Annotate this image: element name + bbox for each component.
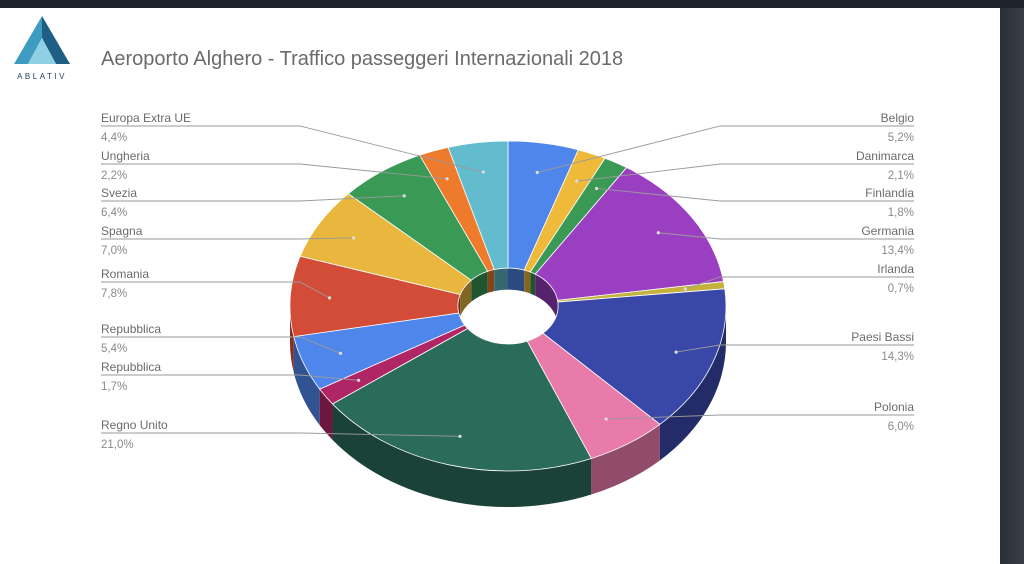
leader-line-finlandia-2 <box>596 188 914 202</box>
slice-label-paesi-bassi-5: Paesi Bassi <box>851 330 914 344</box>
slice-label-finlandia-2: Finlandia <box>865 186 914 200</box>
leader-line-regno-unito-7 <box>101 432 461 437</box>
slice-value-label-europa-extra-ue-14: 4,4% <box>101 132 127 144</box>
slice-value-label-ungheria-13: 2,2% <box>101 170 127 182</box>
slice-label-irlanda-4: Irlanda <box>877 262 914 276</box>
leader-line-irlanda-4 <box>685 276 914 290</box>
slice-value-label-belgio-0: 5,2% <box>888 132 914 144</box>
leader-dot-finlandia-2 <box>594 186 599 191</box>
leader-line-germania-3 <box>658 232 914 240</box>
slice-label-romania-10: Romania <box>101 267 149 281</box>
slice-inner-wall-danimarca-1 <box>524 270 531 294</box>
leader-dot-germania-3 <box>656 231 660 235</box>
slice-inner-wall-europa-extra-ue-14 <box>494 268 508 292</box>
logo-mark-icon <box>14 16 70 64</box>
slice-europa-extra-ue-14 <box>447 140 509 270</box>
leader-line-spagna-11 <box>101 237 354 240</box>
slice-label-spagna-11: Spagna <box>101 224 143 238</box>
slice-value-label-polonia-6: 6,0% <box>888 421 914 433</box>
leader-dot-polonia-6 <box>604 417 608 421</box>
slice-germania-3 <box>534 167 725 301</box>
slice-label-repubblica-8: Repubblica <box>101 360 161 374</box>
slice-label-germania-3: Germania <box>861 224 914 238</box>
slice-value-label-romania-10: 7,8% <box>101 288 127 300</box>
leader-dot-danimarca-1 <box>575 179 579 183</box>
slice-value-label-irlanda-4: 0,7% <box>888 283 914 295</box>
leader-line-danimarca-1 <box>576 163 914 182</box>
leader-line-repubblica-8 <box>101 374 359 381</box>
leader-dot-romania-10 <box>327 296 332 300</box>
slice-inner-wall-germania-3 <box>535 274 558 322</box>
leader-dot-europa-extra-ue-14 <box>481 170 485 174</box>
slice-label-ungheria-13: Ungheria <box>101 149 150 163</box>
slice-side-polonia-6 <box>591 424 660 495</box>
slice-value-label-repubblica-9: 5,4% <box>101 343 127 355</box>
window-edge <box>1000 8 1024 564</box>
leader-line-svezia-12 <box>101 195 405 202</box>
leader-line-polonia-6 <box>606 414 914 420</box>
slice-label-regno-unito-7: Regno Unito <box>101 418 168 432</box>
slice-inner-wall-finlandia-2 <box>530 272 536 296</box>
slice-label-polonia-6: Polonia <box>874 400 914 414</box>
slice-value-label-spagna-11: 7,0% <box>101 245 127 257</box>
leader-line-paesi-bassi-5 <box>675 344 914 353</box>
slice-inner-wall-belgio-0 <box>508 268 525 292</box>
leader-dot-paesi-bassi-5 <box>674 350 678 354</box>
leader-line-romania-10 <box>101 281 330 299</box>
leader-line-ungheria-13 <box>101 163 448 180</box>
slice-label-belgio-0: Belgio <box>881 111 915 125</box>
slice-label-repubblica-9: Repubblica <box>101 322 161 336</box>
slice-value-label-repubblica-8: 1,7% <box>101 381 127 393</box>
leader-line-belgio-0 <box>537 125 914 173</box>
leader-dot-repubblica-8 <box>357 378 361 382</box>
slice-value-label-paesi-bassi-5: 14,3% <box>881 351 914 363</box>
leader-dot-repubblica-9 <box>338 351 343 355</box>
chart-title: Aeroporto Alghero - Traffico passeggeri … <box>101 48 624 70</box>
leader-line-repubblica-9 <box>101 336 341 354</box>
logo-text: ABLATIV <box>17 72 67 81</box>
slice-side-repubblica-9 <box>293 336 320 426</box>
leader-dot-regno-unito-7 <box>458 434 462 438</box>
leader-dot-irlanda-4 <box>683 287 687 291</box>
slice-side-repubblica-8 <box>319 389 333 440</box>
leader-dot-spagna-11 <box>351 236 356 240</box>
slice-inner-wall-ungheria-13 <box>487 269 495 293</box>
slice-paesi-bassi-5 <box>542 288 727 425</box>
slice-label-svezia-12: Svezia <box>101 186 137 200</box>
leader-dot-belgio-0 <box>535 170 539 175</box>
slice-inner-wall-spagna-11 <box>460 280 472 317</box>
slice-value-label-svezia-12: 6,4% <box>101 207 127 219</box>
slice-inner-wall-svezia-12 <box>471 271 488 302</box>
slice-label-europa-extra-ue-14: Europa Extra UE <box>101 111 191 125</box>
slice-value-label-regno-unito-7: 21,0% <box>101 439 134 451</box>
leader-dot-ungheria-13 <box>445 177 449 181</box>
leader-dot-svezia-12 <box>402 194 406 198</box>
leader-line-europa-extra-ue-14 <box>101 125 484 173</box>
slice-label-danimarca-1: Danimarca <box>856 149 914 163</box>
slice-side-regno-unito-7 <box>332 403 592 507</box>
slice-side-paesi-bassi-5 <box>659 306 726 461</box>
slice-value-label-germania-3: 13,4% <box>881 245 914 257</box>
slice-value-label-finlandia-2: 1,8% <box>888 207 914 219</box>
slice-value-label-danimarca-1: 2,1% <box>888 170 914 182</box>
ablativ-logo: ABLATIV <box>0 8 84 94</box>
